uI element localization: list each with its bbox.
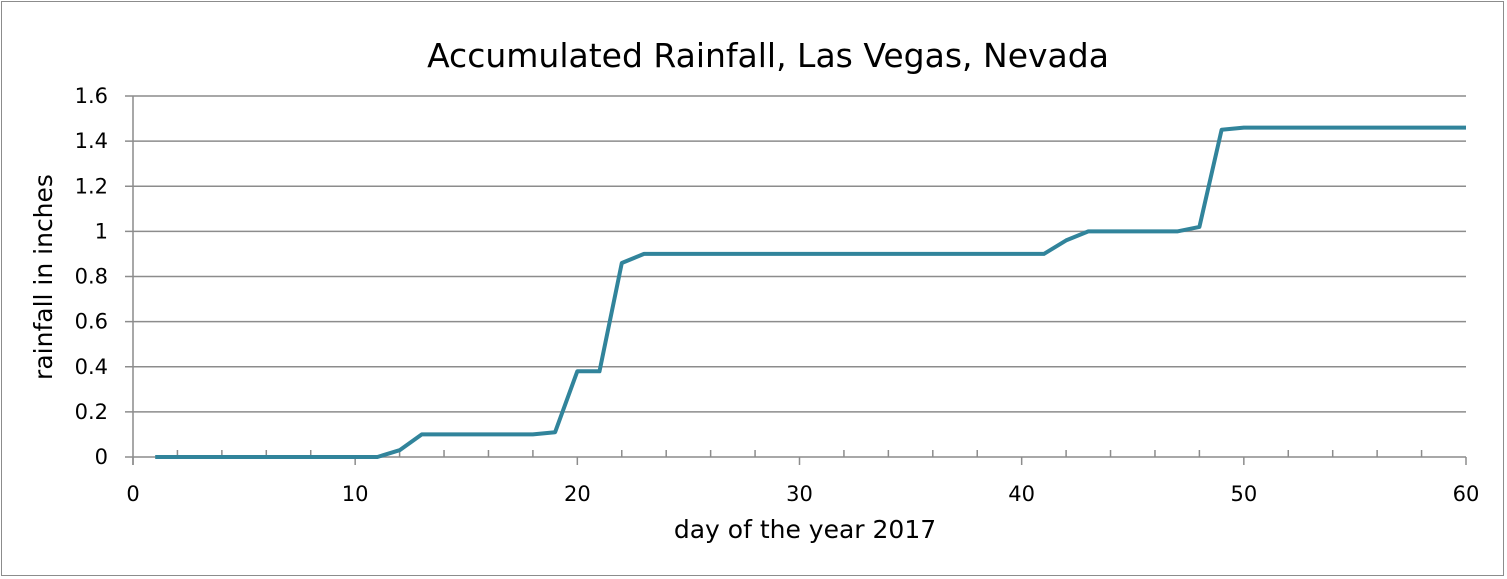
y-tick-label: 0.2 [75,400,108,424]
y-tick-label: 1 [95,219,108,243]
y-tick-label: 0.4 [75,355,108,379]
chart-title: Accumulated Rainfall, Las Vegas, Nevada [427,36,1109,75]
y-tick-label: 0.8 [75,265,108,289]
y-tick-label: 1.4 [75,129,108,153]
y-tick-label: 0 [95,445,108,469]
y-tick-label: 1.6 [75,84,108,108]
y-tick-label: 0.6 [75,310,108,334]
x-tick-label: 0 [126,482,139,506]
y-axis-label: rainfall in inches [29,174,58,380]
x-axis-label: day of the year 2017 [674,515,936,544]
data-points [155,127,1466,457]
x-tick-label: 40 [1008,482,1035,506]
y-tick-label: 1.2 [75,174,108,198]
x-tick-label: 30 [786,482,813,506]
x-tick-label: 60 [1453,482,1480,506]
x-tick-label: 10 [342,482,369,506]
x-tick-label: 50 [1230,482,1257,506]
series-line [155,125,1466,459]
x-tick-label: 20 [564,482,591,506]
